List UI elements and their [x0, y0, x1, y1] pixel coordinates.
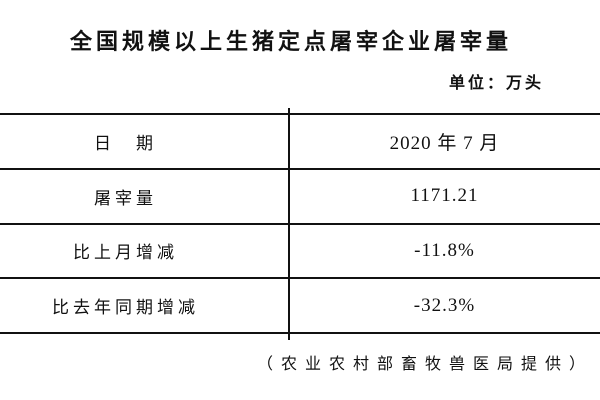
page-title: 全国规模以上生猪定点屠宰企业屠宰量 — [70, 29, 513, 54]
unit-label: 单位：万头 — [449, 75, 545, 92]
row-value-mom-change: -11.8% — [414, 239, 475, 261]
row-label-mom-change: 比上月增减 — [73, 243, 178, 263]
table-row: 日 期 2020 年 7 月 — [0, 115, 600, 170]
table-column-divider — [288, 108, 290, 340]
statistics-table: 日 期 2020 年 7 月 屠宰量 1171.21 比上月增减 -11.8% … — [0, 113, 600, 335]
row-label-slaughter-volume: 屠宰量 — [94, 188, 157, 208]
row-value-date: 2020 年 7 月 — [389, 132, 500, 154]
source-note: （农业农村部畜牧兽医局提供） — [257, 356, 594, 373]
row-label-yoy-change: 比去年同期增减 — [52, 298, 199, 318]
row-label-date: 日 期 — [94, 133, 157, 153]
table-row: 比上月增减 -11.8% — [0, 225, 600, 280]
table-row: 屠宰量 1171.21 — [0, 170, 600, 225]
row-value-slaughter-volume: 1171.21 — [410, 185, 479, 207]
row-value-yoy-change: -32.3% — [413, 294, 476, 316]
table-row: 比去年同期增减 -32.3% — [0, 279, 600, 335]
